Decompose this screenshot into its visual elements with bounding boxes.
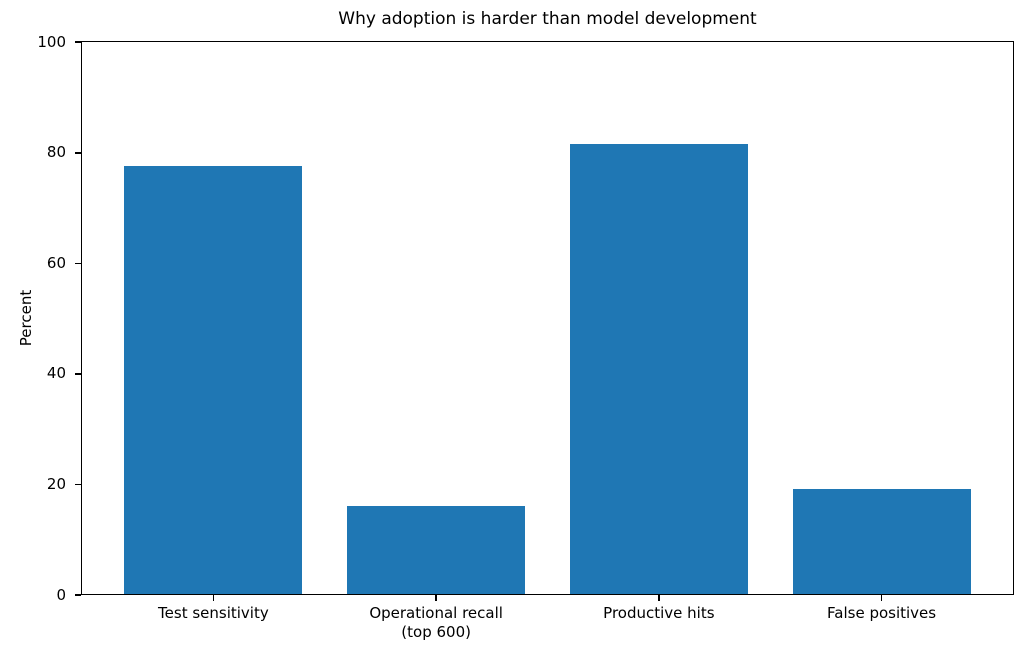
x-tick-label-test-sensitivity: Test sensitivity xyxy=(98,604,328,623)
x-tick-label-line: False positives xyxy=(827,604,937,622)
y-tick-100 xyxy=(75,41,81,43)
x-tick-false-positives xyxy=(880,595,883,601)
y-tick-label-0: 0 xyxy=(56,585,66,604)
x-tick-operational-recall-top-600 xyxy=(435,595,437,601)
x-tick-test-sensitivity xyxy=(212,595,215,601)
bar-operational-recall-top-600 xyxy=(347,505,526,594)
bar-productive-hits xyxy=(569,144,748,594)
x-tick-label-line: (top 600) xyxy=(401,623,471,641)
x-tick-label-line: Operational recall xyxy=(369,604,503,622)
x-tick-label-false-positives: False positives xyxy=(767,604,997,623)
y-tick-0 xyxy=(75,594,81,596)
y-tick-label-60: 60 xyxy=(46,253,66,272)
y-tick-label-80: 80 xyxy=(46,143,66,162)
x-tick-label-line: Test sensitivity xyxy=(158,604,269,622)
y-tick-60 xyxy=(75,262,81,265)
x-tick-label-line: Productive hits xyxy=(603,604,715,622)
x-tick-productive-hits xyxy=(658,595,660,601)
y-tick-label-20: 20 xyxy=(46,474,66,493)
y-axis-label: Percent xyxy=(17,289,35,347)
y-tick-80 xyxy=(75,152,81,154)
x-tick-label-operational-recall-top-600: Operational recall (top 600) xyxy=(321,604,551,642)
bar-false-positives xyxy=(792,489,971,594)
bar-test-sensitivity xyxy=(124,166,303,594)
y-tick-40 xyxy=(75,373,81,375)
plot-area xyxy=(81,41,1014,595)
y-tick-20 xyxy=(75,483,81,486)
chart-title: Why adoption is harder than model develo… xyxy=(338,9,757,29)
x-tick-label-productive-hits: Productive hits xyxy=(544,604,774,623)
y-tick-label-100: 100 xyxy=(37,32,66,51)
y-tick-label-40: 40 xyxy=(46,364,66,383)
